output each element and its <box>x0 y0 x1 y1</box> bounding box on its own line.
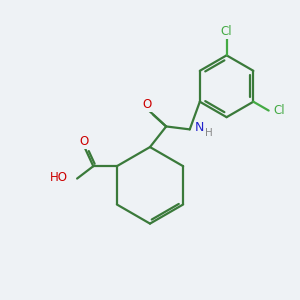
Text: HO: HO <box>50 172 68 184</box>
Text: Cl: Cl <box>221 25 232 38</box>
Text: O: O <box>80 135 89 148</box>
Text: O: O <box>142 98 152 111</box>
Text: Cl: Cl <box>273 104 285 117</box>
Text: N: N <box>195 122 204 134</box>
Text: H: H <box>205 128 213 138</box>
